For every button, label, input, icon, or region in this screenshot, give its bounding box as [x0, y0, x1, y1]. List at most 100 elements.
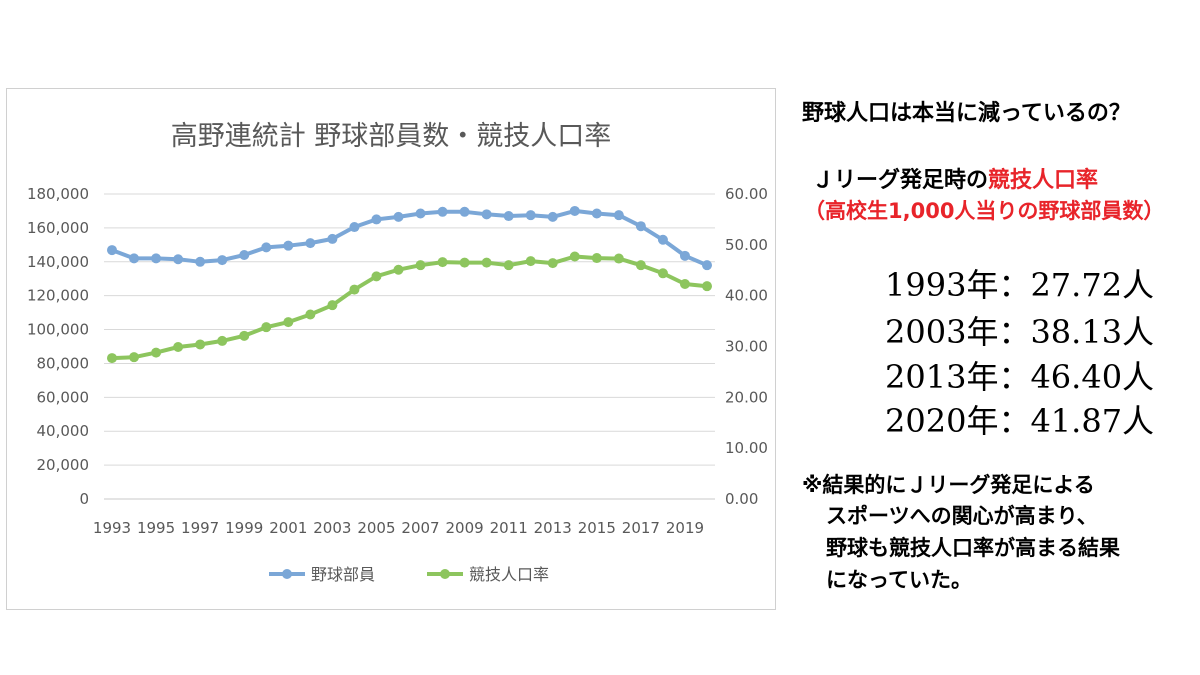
note-line-2: スポーツへの関心が高まり、: [826, 504, 1098, 528]
data-point: [503, 260, 514, 271]
y-left-tick-label: 140,000: [27, 253, 89, 271]
legend-label: 野球部員: [311, 565, 375, 584]
data-point: [525, 210, 536, 221]
stat-line-1993: 1993年：27.72人: [885, 266, 1155, 304]
note-line-1: ※結果的にＪリーグ発足による: [802, 473, 1095, 497]
x-tick-label: 2017: [622, 519, 660, 537]
data-point: [635, 260, 646, 271]
legend-swatch-marker: [440, 569, 450, 579]
data-point: [459, 206, 470, 217]
y-right-tick-label: 50.00: [725, 236, 768, 254]
series-line: [111, 208, 708, 268]
y-right-tick-label: 60.00: [725, 185, 768, 203]
data-point: [261, 242, 272, 253]
data-point: [437, 206, 448, 217]
side-panel: 野球人口は本当に減っているの？ Ｊリーグ発足時の競技人口率 （高校生1,000人…: [790, 0, 1200, 675]
stat-line-2013: 2013年：46.40人: [885, 358, 1155, 396]
y-left-tick-label: 0: [79, 490, 89, 508]
data-point: [107, 353, 117, 364]
y-left-tick-label: 160,000: [27, 219, 89, 237]
data-point: [239, 330, 250, 341]
y-left-tick-label: 60,000: [37, 388, 90, 406]
x-tick-label: 1993: [93, 519, 131, 537]
rate-heading-highlight: 競技人口率: [988, 168, 1099, 193]
y-left-tick-label: 180,000: [27, 185, 89, 203]
y-left-tick-label: 80,000: [37, 354, 90, 372]
data-point: [547, 258, 558, 269]
data-point: [613, 210, 624, 221]
data-point: [283, 317, 294, 328]
data-point: [151, 347, 162, 358]
data-point: [459, 257, 470, 268]
data-point: [371, 271, 382, 282]
y-left-tick-label: 100,000: [27, 321, 89, 339]
y-right-tick-label: 20.00: [725, 388, 768, 406]
rate-heading-prefix: Ｊリーグ発足時の: [812, 168, 989, 193]
chart-container: 高野連統計 野球部員数・競技人口率 0 20,000 40,000 60,000 80,…: [6, 88, 776, 610]
x-tick-label: 2007: [401, 519, 439, 537]
data-point: [591, 208, 602, 219]
data-point: [305, 309, 316, 320]
x-tick-label: 2019: [666, 519, 704, 537]
rate-subheading: （高校生1,000人当りの野球部員数）: [804, 199, 1165, 223]
data-point: [702, 260, 712, 271]
x-tick-label: 2003: [313, 519, 351, 537]
x-tick-label: 1997: [181, 519, 219, 537]
data-point: [393, 211, 404, 222]
y-right-tick-label: 40.00: [725, 287, 768, 305]
stat-line-2020: 2020年：41.87人: [885, 402, 1155, 440]
data-point: [437, 257, 448, 268]
note-line-4: になっていた。: [826, 568, 972, 592]
note-line-3: 野球も競技人口率が高まる結果: [826, 536, 1120, 560]
data-point: [569, 251, 580, 262]
data-point: [173, 342, 184, 353]
data-point: [569, 205, 580, 216]
data-point: [657, 234, 668, 245]
data-point: [503, 211, 514, 222]
y-left-tick-label: 20,000: [37, 456, 90, 474]
data-point: [349, 222, 360, 233]
x-tick-label: 2009: [445, 519, 483, 537]
data-point: [393, 264, 404, 275]
data-point: [217, 335, 228, 346]
data-point: [173, 254, 184, 265]
stat-line-2003: 2003年：38.13人: [885, 313, 1155, 351]
legend-label: 競技人口率: [469, 565, 549, 584]
data-point: [107, 245, 117, 256]
data-point: [613, 253, 624, 264]
data-point: [217, 255, 228, 266]
data-point: [481, 257, 492, 268]
data-point: [415, 260, 426, 271]
y-right-tick-label: 30.00: [725, 338, 768, 356]
x-tick-label: 2001: [269, 519, 307, 537]
x-tick-label: 1995: [137, 519, 175, 537]
y-left-tick-label: 40,000: [37, 422, 90, 440]
data-point: [679, 278, 690, 289]
data-point: [129, 253, 140, 264]
series-line: [111, 254, 708, 361]
data-point: [591, 253, 602, 264]
data-point: [547, 211, 558, 222]
data-point: [327, 300, 338, 311]
data-point: [129, 352, 140, 363]
y-right-tick-label: 0.00: [725, 490, 758, 508]
data-point: [635, 221, 646, 232]
data-point: [261, 322, 272, 333]
rate-heading: Ｊリーグ発足時の競技人口率: [812, 162, 1098, 194]
x-tick-label: 2013: [534, 519, 572, 537]
data-point: [195, 339, 206, 350]
question-text: 野球人口は本当に減っているの？: [802, 101, 1131, 126]
data-point: [415, 208, 426, 219]
data-point: [481, 209, 492, 220]
x-tick-label: 2015: [578, 519, 616, 537]
x-tick-label: 2011: [490, 519, 528, 537]
data-point: [195, 256, 206, 267]
data-point: [305, 238, 316, 249]
x-tick-label: 2005: [357, 519, 395, 537]
y-left-tick-label: 120,000: [27, 287, 89, 305]
data-point: [371, 214, 382, 225]
data-point: [702, 281, 712, 292]
data-point: [239, 250, 250, 260]
y-right-tick-label: 10.00: [725, 439, 768, 457]
x-tick-label: 1999: [225, 519, 263, 537]
